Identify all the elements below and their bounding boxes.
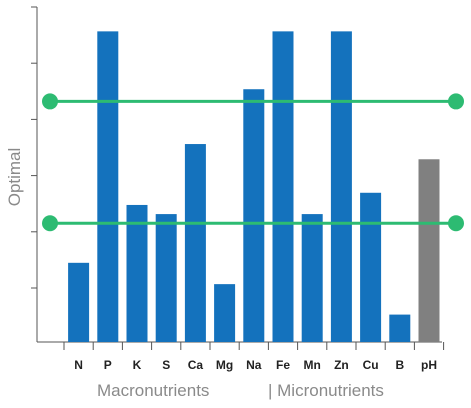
bar-b <box>389 314 411 342</box>
category-label: Fe <box>276 358 290 372</box>
optimal-range <box>42 93 464 232</box>
category-label: Cu <box>363 358 379 372</box>
category-label: B <box>395 358 404 372</box>
x-axis <box>37 341 445 350</box>
bar-na <box>243 89 265 343</box>
optimal-upper-line-right-marker <box>448 93 464 110</box>
category-label: S <box>162 358 170 372</box>
bar-ph <box>418 159 440 342</box>
optimal-upper-line-left-marker <box>42 93 58 110</box>
bar-zn <box>330 31 352 342</box>
y-axis-title: Optimal <box>5 148 24 207</box>
category-label: P <box>104 358 112 372</box>
category-label: K <box>133 358 142 372</box>
bar-mg <box>214 284 236 342</box>
bar-s <box>155 214 177 342</box>
category-label: Zn <box>334 358 349 372</box>
optimal-lower-line-left-marker <box>42 215 58 232</box>
category-label: N <box>74 358 83 372</box>
category-label: pH <box>421 358 437 372</box>
bar-cu <box>360 192 382 342</box>
category-label: Na <box>246 358 262 372</box>
bar-mn <box>301 214 323 342</box>
category-label: Mn <box>304 358 321 372</box>
optimal-lower-line-right-marker <box>448 215 464 232</box>
category-label: Ca <box>188 358 204 372</box>
x-group-label-micro: | Micronutrients <box>268 381 384 400</box>
category-label: Mg <box>216 358 233 372</box>
bar-n <box>68 262 90 342</box>
bars <box>68 31 440 343</box>
bar-fe <box>272 31 294 342</box>
bar-ca <box>184 144 206 342</box>
bar-p <box>97 31 119 342</box>
x-group-label-macro: Macronutrients <box>97 381 209 400</box>
bar-k <box>126 204 148 342</box>
y-axis <box>31 6 38 342</box>
